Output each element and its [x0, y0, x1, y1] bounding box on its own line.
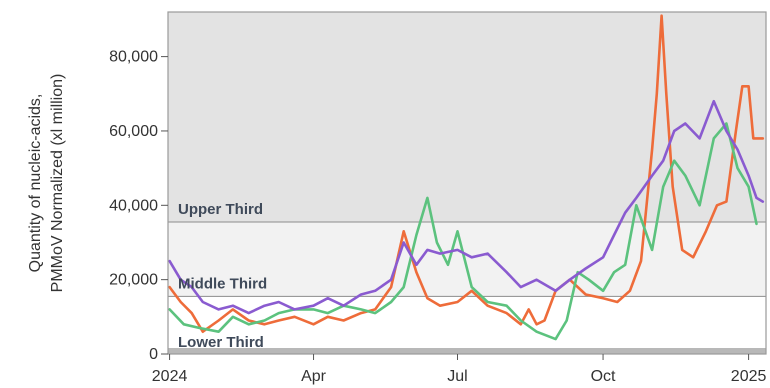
- plot-frame: [167, 11, 767, 355]
- series-line-1: [168, 14, 765, 333]
- y-tick-label-3: 40,000: [109, 197, 158, 214]
- band-label-3: Upper Third: [178, 201, 263, 218]
- series-lines: [168, 14, 765, 341]
- y-axis: 0 20,000 40,000 60,000 80,000: [109, 49, 168, 363]
- y-tick-label-4: 60,000: [109, 123, 158, 140]
- x-tick-label-5: 2025: [731, 368, 767, 385]
- band-floor: [168, 348, 766, 354]
- y-tick-label-5: 80,000: [109, 49, 158, 66]
- band-dividers: [168, 221, 766, 297]
- band-labels: Lower Third Middle Third Upper Third: [178, 201, 267, 351]
- x-tick-label-1: 2024: [152, 368, 188, 385]
- y-axis-title-line-2: PMMoV Normalized (xl million): [49, 74, 66, 293]
- series-line-3: [168, 99, 765, 315]
- band-label-1: Lower Third: [178, 334, 264, 351]
- x-axis: 2024 Apr Jul Oct 2025: [152, 354, 767, 385]
- y-tick-label-1: 0: [149, 346, 158, 363]
- x-tick-label-2: Apr: [301, 368, 327, 385]
- series-line-2: [168, 122, 758, 341]
- x-tick-label-3: Jul: [447, 368, 467, 385]
- band-2: [168, 222, 766, 297]
- x-tick-label-4: Oct: [591, 368, 616, 385]
- band-label-2: Middle Third: [178, 275, 267, 292]
- y-tick-label-2: 20,000: [109, 272, 158, 289]
- y-axis-title-line-1: Quantity of nucleic-acids,: [27, 94, 44, 273]
- band-3: [168, 12, 766, 223]
- threshold-bands: [168, 12, 766, 354]
